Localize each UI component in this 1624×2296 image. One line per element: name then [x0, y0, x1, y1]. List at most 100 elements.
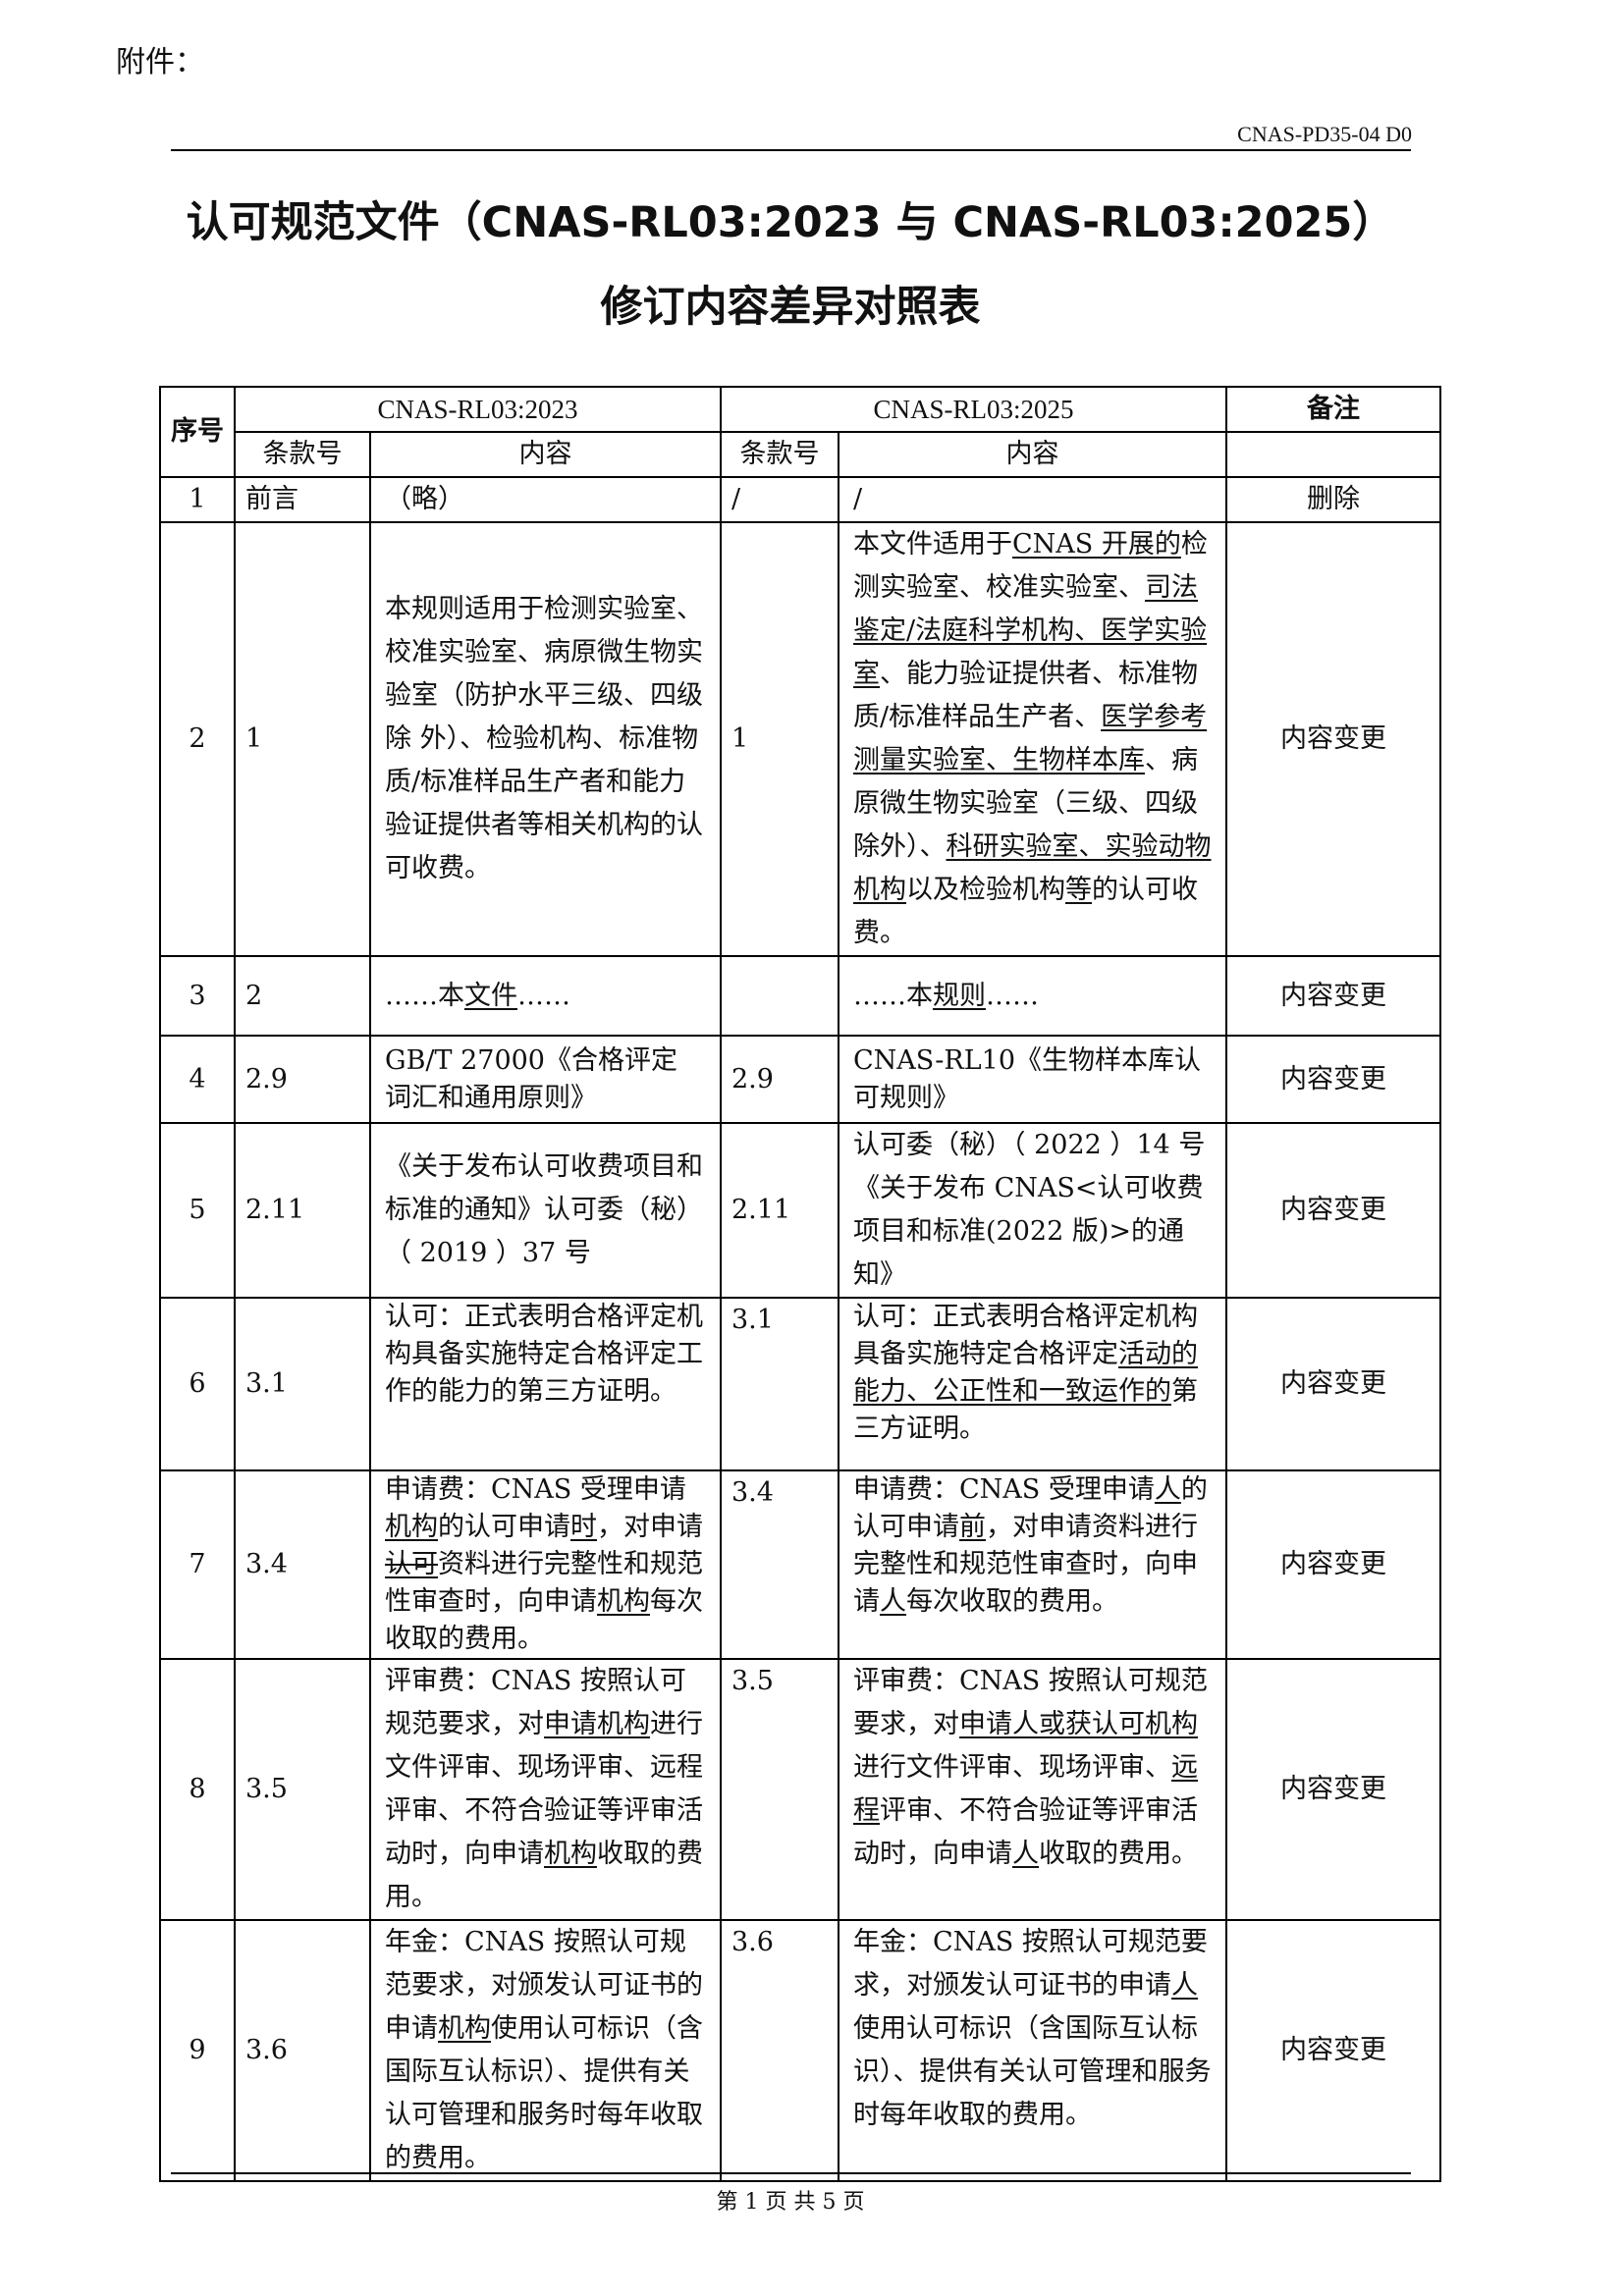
text-segment: 每次收取的费用。: [385, 1586, 703, 1654]
text-segment: ……: [986, 980, 1039, 1011]
new-content: 本文件适用于CNAS 开展的检测实验室、校准实验室、司法鉴定/法庭科学机构、医学…: [838, 521, 1227, 957]
text-segment: 以及检验机构: [906, 875, 1065, 905]
text-segment: 检测实验室、校准实验室、: [853, 529, 1208, 603]
table-row: 2 1 本规则适用于检测实验室、校准实验室、病原微生物实验室（防护水平三级、四级除 …: [159, 521, 1441, 957]
text-segment: 收取的费用。: [385, 1839, 703, 1912]
header-new-version: CNAS-RL03:2025: [720, 386, 1227, 433]
new-clause: 3.1: [720, 1297, 839, 1471]
header-seq: 序号: [159, 386, 236, 478]
row-remark: 内容变更: [1225, 1919, 1441, 2182]
table-row: 6 3.1 认可：正式表明合格评定机构具备实施特定合格评定工作的能力的第三方证明。 3…: [159, 1297, 1441, 1471]
header-remark-empty: [1225, 431, 1441, 478]
text-segment: （略）: [385, 484, 464, 514]
row-seq: 9: [159, 1919, 236, 2182]
new-clause: /: [720, 476, 839, 523]
new-clause: 3.6: [720, 1919, 839, 2182]
text-segment: 申请费：CNAS 受理申请: [385, 1474, 686, 1505]
text-segment: 年金：CNAS 按照认可规范要求，对颁发认可证书的申请: [385, 1927, 703, 2044]
header-remark: 备注: [1225, 386, 1441, 433]
text-segment: ……本: [853, 980, 933, 1011]
new-content: 申请费：CNAS 受理申请人的认可申请前，对申请资料进行完整性和规范性审查时，向…: [838, 1469, 1227, 1660]
underlined-change: 医学参考测量实验室、生物样本库: [853, 702, 1208, 775]
header-old-clause: 条款号: [234, 431, 371, 478]
new-content: 评审费：CNAS 按照认可规范要求，对申请人或获认可机构进行文件评审、现场评审、…: [838, 1658, 1227, 1921]
underlined-change: 远程: [853, 1752, 1198, 1826]
underlined-change: 规则: [933, 980, 986, 1011]
attachment-label: 附件：: [116, 45, 204, 80]
old-clause: 2.11: [234, 1122, 371, 1299]
underlined-change: 人: [1171, 1970, 1198, 2001]
text-segment: 的认可收费。: [853, 875, 1198, 948]
new-clause: [720, 955, 839, 1037]
old-clause: 3.4: [234, 1469, 371, 1660]
text-segment: 收取的费用。: [1039, 1839, 1198, 1869]
row-remark: 内容变更: [1225, 1469, 1441, 1660]
row-remark: 内容变更: [1225, 1122, 1441, 1299]
text-segment: ，对申请: [597, 1512, 703, 1542]
text-segment: 认可：正式表明合格评定机构具备实施特定合格评定工作的能力的第三方证明。: [385, 1302, 703, 1407]
old-clause: 2: [234, 955, 371, 1037]
underlined-change: 机构: [438, 2013, 491, 2044]
old-clause: 3.5: [234, 1658, 371, 1921]
old-clause: 前言: [234, 476, 371, 523]
row-remark: 内容变更: [1225, 1297, 1441, 1471]
new-clause: 3.5: [720, 1658, 839, 1921]
table-row: 8 3.5 评审费：CNAS 按照认可规范要求，对申请机构进行文件评审、现场评审、远…: [159, 1658, 1441, 1921]
underlined-change: 科研实验室、实验动物机构: [853, 831, 1212, 905]
text-segment: 第三方证明。: [853, 1376, 1198, 1444]
text-segment: ，对申请资料进行完整性和规范性审查时，向申请: [853, 1512, 1198, 1617]
text-segment: 评审费：CNAS 按照认可规范要求，对: [385, 1666, 686, 1739]
underlined-change: 活动的能力、公正性和一致运作的: [853, 1339, 1198, 1407]
underlined-change: 机构: [385, 1512, 438, 1542]
new-content: 认可：正式表明合格评定机构具备实施特定合格评定活动的能力、公正性和一致运作的第三…: [838, 1297, 1227, 1471]
new-clause: 1: [720, 521, 839, 957]
row-remark: 删除: [1225, 476, 1441, 523]
document-number: CNAS-PD35-04 D0: [1237, 122, 1412, 146]
underlined-change: 申请机构: [544, 1709, 650, 1739]
old-content: 申请费：CNAS 受理申请机构的认可申请时，对申请认可资料进行完整性和规范性审查…: [369, 1469, 722, 1660]
footer-divider: [171, 2172, 1411, 2174]
row-seq: 4: [159, 1035, 236, 1124]
row-seq: 3: [159, 955, 236, 1037]
row-seq: 2: [159, 521, 236, 957]
table-row: 1 前言 （略） / / 删除: [159, 476, 1441, 523]
text-segment: 资料进行完整性和规范性审查时，向申请: [385, 1549, 703, 1617]
table-row: 4 2.9 GB/T 27000《合格评定 词汇和通用原则》 2.9 CNAS-RL10…: [159, 1035, 1441, 1124]
text-segment: 年金：CNAS 按照认可规范要求，对颁发认可证书的申请: [853, 1927, 1208, 2001]
text-segment: 进行文件评审、现场评审、: [853, 1752, 1171, 1783]
table-row: 5 2.11 《关于发布认可收费项目和标准的通知》认可委（秘）（ 2019 ）37 …: [159, 1122, 1441, 1299]
table-row: 9 3.6 年金：CNAS 按照认可规范要求，对颁发认可证书的申请机构使用认可标识（…: [159, 1919, 1441, 2182]
row-seq: 8: [159, 1658, 236, 1921]
new-content: ……本规则……: [838, 955, 1227, 1037]
row-remark: 内容变更: [1225, 1658, 1441, 1921]
underlined-change: 文件: [464, 980, 517, 1011]
old-clause: 1: [234, 521, 371, 957]
text-segment: 的认可申请: [438, 1512, 570, 1542]
row-seq: 6: [159, 1297, 236, 1471]
underlined-change: 人: [1154, 1474, 1181, 1505]
text-segment: CNAS-RL10《生物样本库认可规则》: [853, 1044, 1202, 1113]
text-segment: 本规则适用于检测实验室、校准实验室、病原微生物实验室（防护水平三级、四级除 外）…: [385, 594, 703, 883]
old-content: 评审费：CNAS 按照认可规范要求，对申请机构进行文件评审、现场评审、远程评审、…: [369, 1658, 722, 1921]
page-number: 第 1 页 共 5 页: [716, 2190, 865, 2215]
old-content: 本规则适用于检测实验室、校准实验室、病原微生物实验室（防护水平三级、四级除 外）…: [369, 521, 722, 957]
new-clause: 2.11: [720, 1122, 839, 1299]
header-old-content: 内容: [369, 431, 722, 478]
text-segment: 的认可申请: [853, 1474, 1208, 1542]
new-clause: 2.9: [720, 1035, 839, 1124]
underlined-change: 机构: [597, 1586, 650, 1617]
text-segment: 每次收取的费用。: [906, 1586, 1118, 1617]
new-content: CNAS-RL10《生物样本库认可规则》: [838, 1035, 1227, 1124]
text-segment: 申请费：CNAS 受理申请: [853, 1474, 1155, 1505]
old-content: 年金：CNAS 按照认可规范要求，对颁发认可证书的申请机构使用认可标识（含国际互…: [369, 1919, 722, 2182]
revision-comparison-table: 序号 CNAS-RL03:2023 CNAS-RL03:2025 备注 条款号 …: [159, 386, 1441, 2182]
struck-deletion: 认可: [385, 1549, 438, 1579]
header-old-version: CNAS-RL03:2023: [234, 386, 722, 433]
underlined-change: 机构: [544, 1839, 597, 1869]
row-remark: 内容变更: [1225, 521, 1441, 957]
text-segment: 评审、不符合验证等评审活动时，向申请: [853, 1795, 1198, 1869]
old-content: ……本文件……: [369, 955, 722, 1037]
old-content: GB/T 27000《合格评定 词汇和通用原则》: [369, 1035, 722, 1124]
new-content: /: [838, 476, 1227, 523]
text-segment: 、能力验证提供者、标准物质/标准样品生产者、: [853, 659, 1198, 732]
